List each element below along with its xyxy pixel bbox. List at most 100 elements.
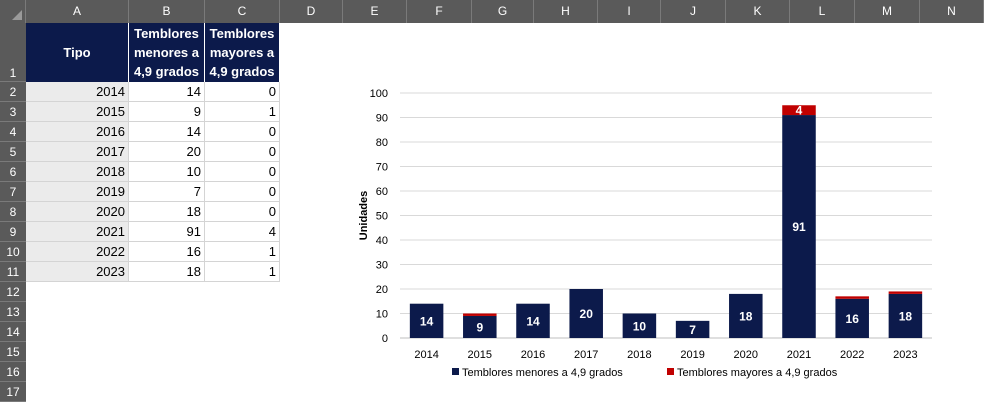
row-header-5[interactable]: 5	[0, 142, 26, 162]
column-header-c[interactable]: C	[205, 0, 280, 23]
bar-menores	[409, 303, 444, 338]
table-cell[interactable]: 14	[129, 122, 205, 142]
table-cell[interactable]: 91	[129, 222, 205, 242]
column-header-f[interactable]: F	[407, 0, 472, 23]
row-header-8[interactable]: 8	[0, 202, 26, 222]
row-header-1[interactable]: 1	[0, 23, 26, 82]
table-cell[interactable]: 18	[129, 202, 205, 222]
row-header-6[interactable]: 6	[0, 162, 26, 182]
data-label: 14	[420, 314, 434, 328]
x-tick-label: 2018	[627, 349, 651, 361]
bar-menores	[622, 313, 657, 338]
data-label: 16	[846, 312, 860, 326]
row-header-12[interactable]: 12	[0, 282, 26, 302]
column-header-g[interactable]: G	[472, 0, 534, 23]
data-label: 4	[796, 104, 803, 118]
row-header-15[interactable]: 15	[0, 342, 26, 362]
y-tick-label: 50	[376, 211, 388, 223]
column-header-e[interactable]: E	[343, 0, 407, 23]
y-tick-label: 20	[376, 284, 388, 296]
chart[interactable]: 0 10 20 30 40 50 60 70 80 90 100 Unidades 14 2014 9 201…	[352, 83, 932, 393]
bar-menores	[463, 315, 497, 338]
table-cell[interactable]: 1	[205, 262, 280, 282]
table-cell[interactable]: 0	[205, 182, 280, 202]
bar-menores	[516, 303, 550, 338]
y-tick-label: 90	[376, 113, 388, 125]
data-label: 18	[739, 309, 753, 323]
table-cell[interactable]: 2023	[26, 262, 129, 282]
table-cell[interactable]: 9	[129, 102, 205, 122]
bar-menores	[835, 298, 869, 338]
data-label: 14	[526, 314, 540, 328]
table-cell[interactable]: 2021	[26, 222, 129, 242]
x-tick-label: 2020	[734, 349, 758, 361]
bar-mayores	[835, 296, 869, 299]
table-cell[interactable]: 0	[205, 202, 280, 222]
table-header-cell[interactable]: Temblores menores a 4,9 grados	[129, 23, 205, 82]
x-tick-label: 2021	[787, 349, 811, 361]
legend-swatch	[667, 368, 674, 375]
table-cell[interactable]: 16	[129, 242, 205, 262]
row-header-2[interactable]: 2	[0, 82, 26, 102]
table-cell[interactable]: 2019	[26, 182, 129, 202]
data-label: 18	[899, 309, 913, 323]
table-cell[interactable]: 7	[129, 182, 205, 202]
bar-menores	[782, 115, 816, 338]
data-label: 20	[580, 307, 594, 321]
column-header-h[interactable]: H	[534, 0, 598, 23]
column-header-n[interactable]: N	[920, 0, 984, 23]
table-cell[interactable]: 18	[129, 262, 205, 282]
table-cell[interactable]: 2018	[26, 162, 129, 182]
bar-menores	[675, 320, 710, 338]
table-cell[interactable]: 2022	[26, 242, 129, 262]
table-cell[interactable]: 0	[205, 162, 280, 182]
bar-mayores	[463, 313, 497, 316]
x-tick-label: 2014	[414, 349, 438, 361]
x-tick-label: 2016	[521, 349, 545, 361]
column-header-i[interactable]: I	[598, 0, 661, 23]
row-header-4[interactable]: 4	[0, 122, 26, 142]
table-header-cell[interactable]: Temblores mayores a 4,9 grados	[205, 23, 280, 82]
table-cell[interactable]: 1	[205, 242, 280, 262]
column-header-b[interactable]: B	[129, 0, 205, 23]
column-header-l[interactable]: L	[790, 0, 855, 23]
table-cell[interactable]: 4	[205, 222, 280, 242]
row-header-9[interactable]: 9	[0, 222, 26, 242]
column-header-m[interactable]: M	[855, 0, 920, 23]
row-header-14[interactable]: 14	[0, 322, 26, 342]
x-tick-label: 2015	[468, 349, 492, 361]
data-label: 10	[633, 319, 647, 333]
row-header-13[interactable]: 13	[0, 302, 26, 322]
table-cell[interactable]: 2020	[26, 202, 129, 222]
table-cell[interactable]: 2015	[26, 102, 129, 122]
table-cell[interactable]: 2016	[26, 122, 129, 142]
table-header-cell[interactable]: Tipo	[26, 23, 129, 82]
column-header-j[interactable]: J	[661, 0, 726, 23]
row-header-3[interactable]: 3	[0, 102, 26, 122]
table-cell[interactable]: 1	[205, 102, 280, 122]
row-header-11[interactable]: 11	[0, 262, 26, 282]
table-cell[interactable]: 0	[205, 82, 280, 102]
stacked-bar-chart: 0102030405060708090100Unidades1420149201…	[358, 88, 932, 379]
y-tick-label: 100	[370, 88, 388, 100]
x-tick-label: 2022	[840, 349, 864, 361]
row-header-16[interactable]: 16	[0, 362, 26, 382]
table-cell[interactable]: 10	[129, 162, 205, 182]
bar-mayores	[782, 105, 816, 116]
row-header-17[interactable]: 17	[0, 382, 26, 402]
column-header-k[interactable]: K	[726, 0, 790, 23]
table-cell[interactable]: 20	[129, 142, 205, 162]
y-tick-label: 80	[376, 137, 388, 149]
x-tick-label: 2023	[893, 349, 917, 361]
table-cell[interactable]: 14	[129, 82, 205, 102]
row-header-10[interactable]: 10	[0, 242, 26, 262]
select-all-corner[interactable]	[0, 0, 26, 23]
column-header-d[interactable]: D	[280, 0, 343, 23]
table-cell[interactable]: 0	[205, 122, 280, 142]
y-axis-label: Unidades	[358, 191, 370, 241]
table-cell[interactable]: 2014	[26, 82, 129, 102]
row-header-7[interactable]: 7	[0, 182, 26, 202]
column-header-a[interactable]: A	[26, 0, 129, 23]
table-cell[interactable]: 2017	[26, 142, 129, 162]
table-cell[interactable]: 0	[205, 142, 280, 162]
